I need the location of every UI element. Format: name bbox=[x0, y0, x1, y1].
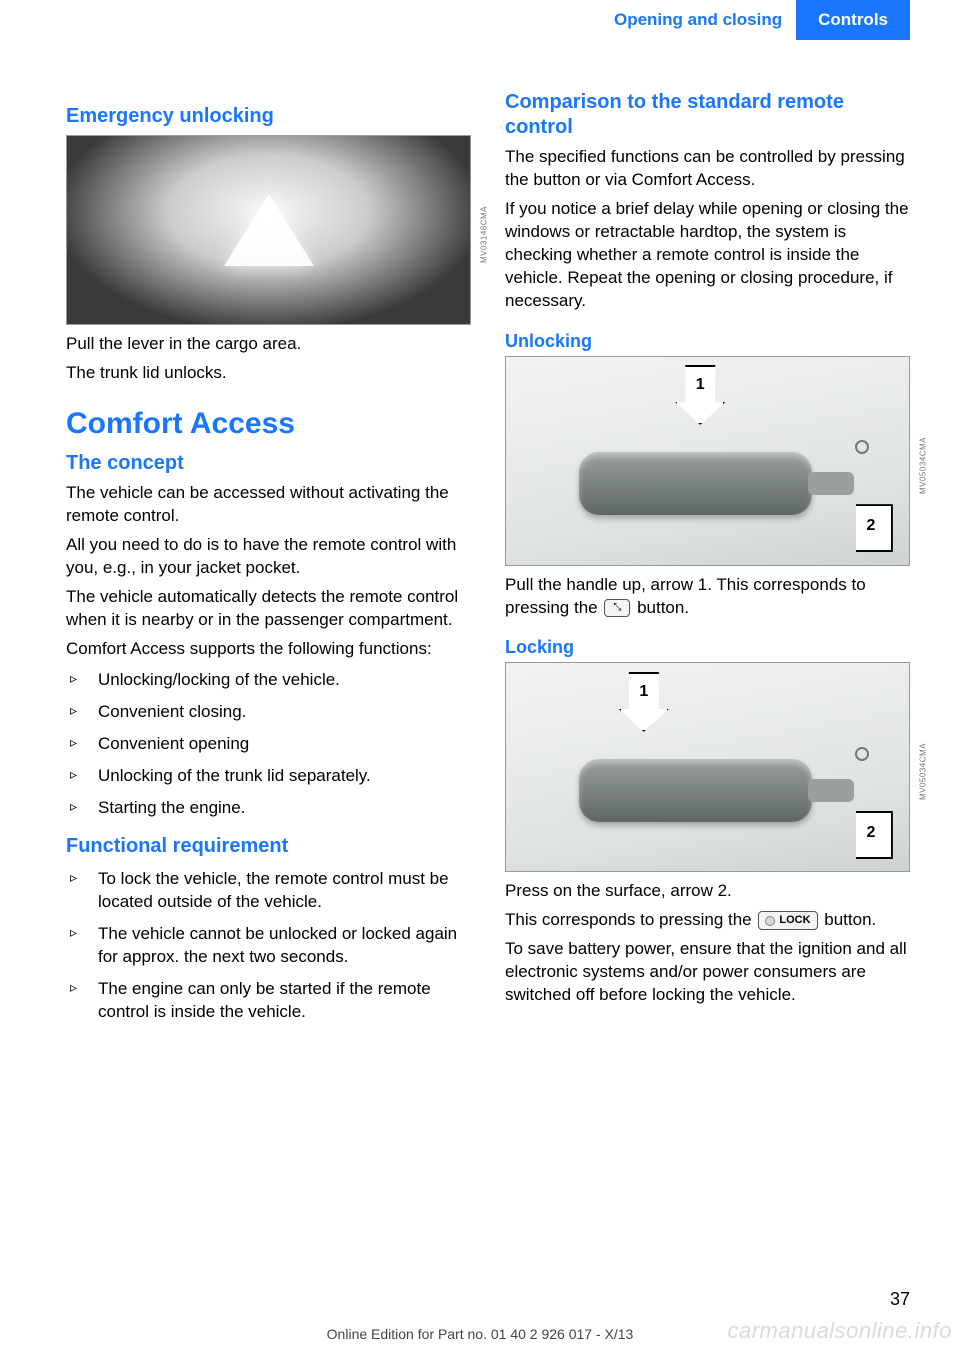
callout-arrow-1: 1 bbox=[619, 672, 669, 732]
list-item: Unlocking/locking of the vehicle. bbox=[66, 669, 471, 692]
body-text: The specified functions can be controlle… bbox=[505, 146, 910, 192]
door-handle-icon bbox=[579, 759, 813, 821]
lock-button-icon: LOCK bbox=[758, 911, 817, 930]
body-text: If you notice a brief delay while openin… bbox=[505, 198, 910, 313]
callout-arrow-2: 2 bbox=[837, 504, 893, 552]
figure-unlocking-handle: 1 2 MV05034CMA bbox=[505, 356, 910, 566]
heading-the-concept: The concept bbox=[66, 451, 471, 476]
heading-comparison-remote: Comparison to the standard remote contro… bbox=[505, 90, 910, 140]
door-handle-icon bbox=[579, 452, 813, 514]
figure-emergency-pull-lever: MV03148CMA bbox=[66, 135, 471, 325]
body-text: The trunk lid unlocks. bbox=[66, 362, 471, 385]
body-text: This corresponds to pressing the LOCK bu… bbox=[505, 909, 910, 932]
callout-arrow-2: 2 bbox=[837, 811, 893, 859]
heading-emergency-unlocking: Emergency unlocking bbox=[66, 104, 471, 129]
lock-cylinder-icon bbox=[855, 440, 869, 454]
heading-locking: Locking bbox=[505, 637, 910, 658]
figure-locking-handle: 1 2 MV05034CMA bbox=[505, 662, 910, 872]
figure-code: MV05034CMA bbox=[919, 743, 928, 800]
unlock-button-icon: ⤡ bbox=[604, 599, 630, 617]
list-item: To lock the vehicle, the remote control … bbox=[66, 868, 471, 914]
emergency-triangle-icon bbox=[224, 194, 314, 266]
body-text: The vehicle automatically detects the re… bbox=[66, 586, 471, 632]
list-item: The vehicle cannot be unlocked or locked… bbox=[66, 923, 471, 969]
body-text: To save battery power, ensure that the i… bbox=[505, 938, 910, 1007]
page-body: Emergency unlocking MV03148CMA Pull the … bbox=[0, 40, 960, 1033]
heading-comfort-access: Comfort Access bbox=[66, 407, 471, 441]
watermark: carmanualsonline.info bbox=[727, 1318, 952, 1344]
heading-functional-requirement: Functional requirement bbox=[66, 834, 471, 859]
body-text: Comfort Access supports the following fu… bbox=[66, 638, 471, 661]
functional-requirements-list: To lock the vehicle, the remote control … bbox=[66, 868, 471, 1024]
breadcrumb-chapter: Controls bbox=[796, 0, 910, 40]
body-text: Pull the handle up, arrow 1. This corres… bbox=[505, 574, 910, 620]
heading-unlocking: Unlocking bbox=[505, 331, 910, 352]
figure-code: MV03148CMA bbox=[480, 206, 489, 263]
list-item: Starting the engine. bbox=[66, 797, 471, 820]
callout-arrow-1: 1 bbox=[675, 365, 725, 425]
body-text: All you need to do is to have the remote… bbox=[66, 534, 471, 580]
list-item: Unlocking of the trunk lid separately. bbox=[66, 765, 471, 788]
list-item: Convenient closing. bbox=[66, 701, 471, 724]
comfort-functions-list: Unlocking/locking of the vehicle. Conven… bbox=[66, 669, 471, 820]
list-item: Convenient opening bbox=[66, 733, 471, 756]
page-header: Opening and closing Controls bbox=[0, 0, 960, 40]
body-text: Press on the surface, arrow 2. bbox=[505, 880, 910, 903]
left-column: Emergency unlocking MV03148CMA Pull the … bbox=[66, 90, 471, 1033]
list-item: The engine can only be started if the re… bbox=[66, 978, 471, 1024]
body-text: The vehicle can be accessed without acti… bbox=[66, 482, 471, 528]
right-column: Comparison to the standard remote contro… bbox=[505, 90, 910, 1033]
body-text: Pull the lever in the cargo area. bbox=[66, 333, 471, 356]
lock-cylinder-icon bbox=[855, 747, 869, 761]
page-number: 37 bbox=[890, 1289, 910, 1310]
figure-code: MV05034CMA bbox=[919, 437, 928, 494]
breadcrumb-section: Opening and closing bbox=[600, 0, 796, 40]
